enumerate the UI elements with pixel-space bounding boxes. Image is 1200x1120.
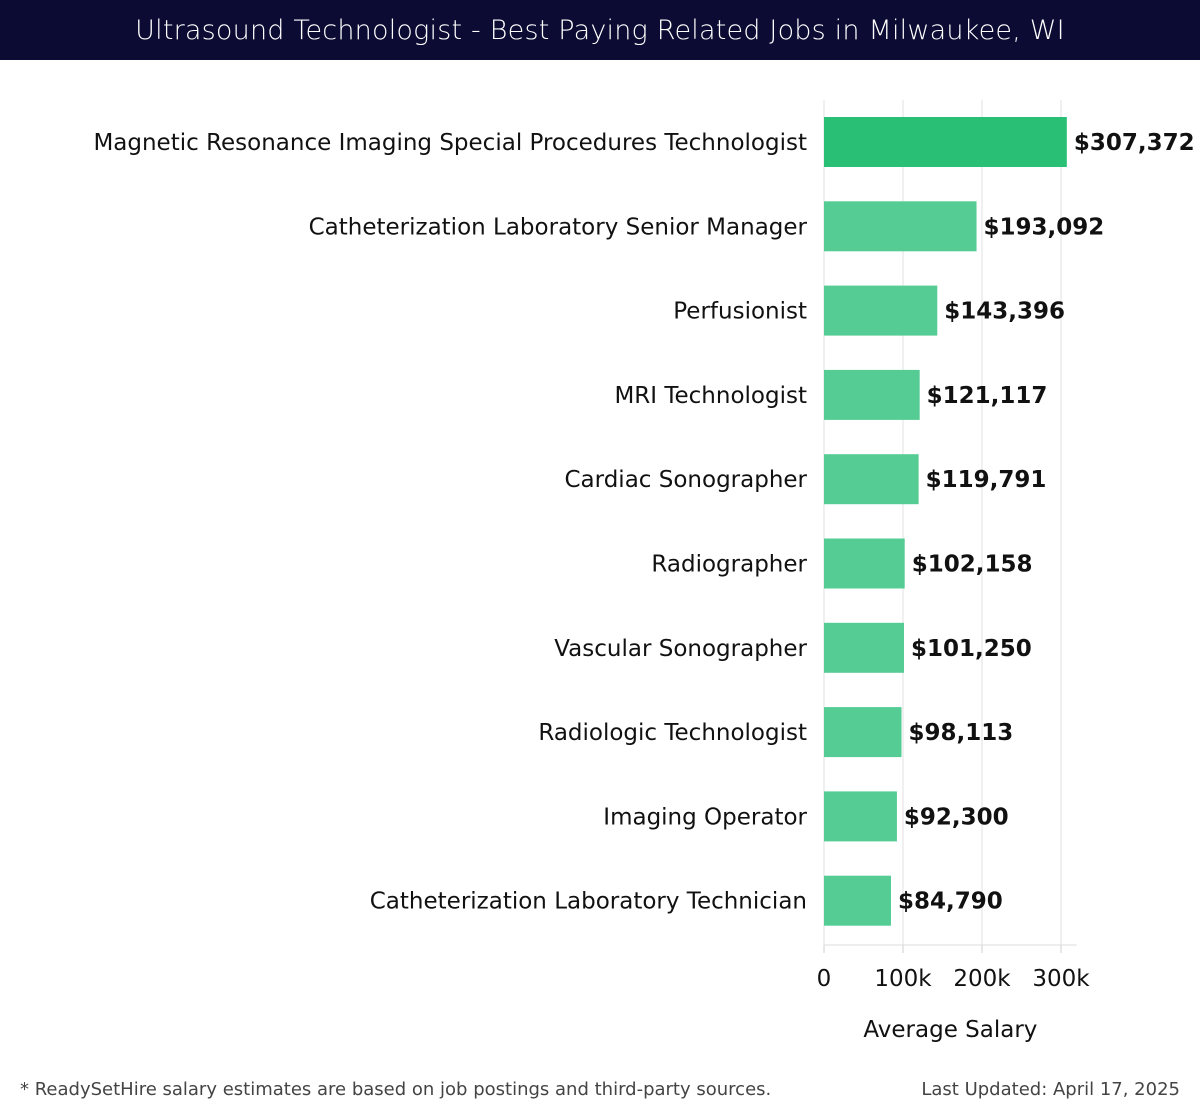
value-label: $102,158 xyxy=(912,552,1033,578)
category-label: Catheterization Laboratory Technician xyxy=(370,889,807,915)
bar xyxy=(824,538,905,589)
value-label: $121,117 xyxy=(927,383,1048,409)
category-label: Radiologic Technologist xyxy=(538,720,807,746)
value-label: $143,396 xyxy=(944,299,1065,325)
chart-title: Ultrasound Technologist - Best Paying Re… xyxy=(135,14,1065,46)
chart-title-banner: Ultrasound Technologist - Best Paying Re… xyxy=(0,0,1200,60)
x-tick-label: 300k xyxy=(1032,966,1090,992)
x-tick-label: 100k xyxy=(874,966,932,992)
value-label: $98,113 xyxy=(909,720,1014,746)
bar xyxy=(824,201,977,252)
category-label: Cardiac Sonographer xyxy=(565,467,808,493)
bar xyxy=(824,791,897,842)
category-label: Imaging Operator xyxy=(603,804,807,830)
bar xyxy=(824,454,919,505)
bar xyxy=(824,875,891,926)
value-label: $84,790 xyxy=(898,889,1003,915)
category-label: Vascular Sonographer xyxy=(554,636,807,662)
last-updated: Last Updated: April 17, 2025 xyxy=(921,1079,1180,1100)
bar xyxy=(824,369,920,420)
bar xyxy=(824,117,1067,167)
x-tick-label: 200k xyxy=(953,966,1011,992)
bar xyxy=(824,285,938,336)
category-label: Magnetic Resonance Imaging Special Proce… xyxy=(93,130,807,156)
value-label: $307,372 xyxy=(1074,130,1195,156)
value-label: $119,791 xyxy=(926,467,1047,493)
category-label: Perfusionist xyxy=(673,299,807,325)
bar xyxy=(824,622,904,673)
category-label: Catheterization Laboratory Senior Manage… xyxy=(309,214,808,240)
bar-chart: 0 100k 200k 300k Magnetic Resonance Imaging … xyxy=(93,100,1195,1043)
value-label: $101,250 xyxy=(911,636,1032,662)
category-label: MRI Technologist xyxy=(614,383,807,409)
value-label: $92,300 xyxy=(904,804,1009,830)
bar xyxy=(824,707,902,758)
category-label: Radiographer xyxy=(651,552,807,578)
value-label: $193,092 xyxy=(984,214,1105,240)
footnote: * ReadySetHire salary estimates are base… xyxy=(20,1079,772,1100)
x-axis-title: Average Salary xyxy=(863,1017,1037,1043)
x-tick-label: 0 xyxy=(817,966,832,992)
